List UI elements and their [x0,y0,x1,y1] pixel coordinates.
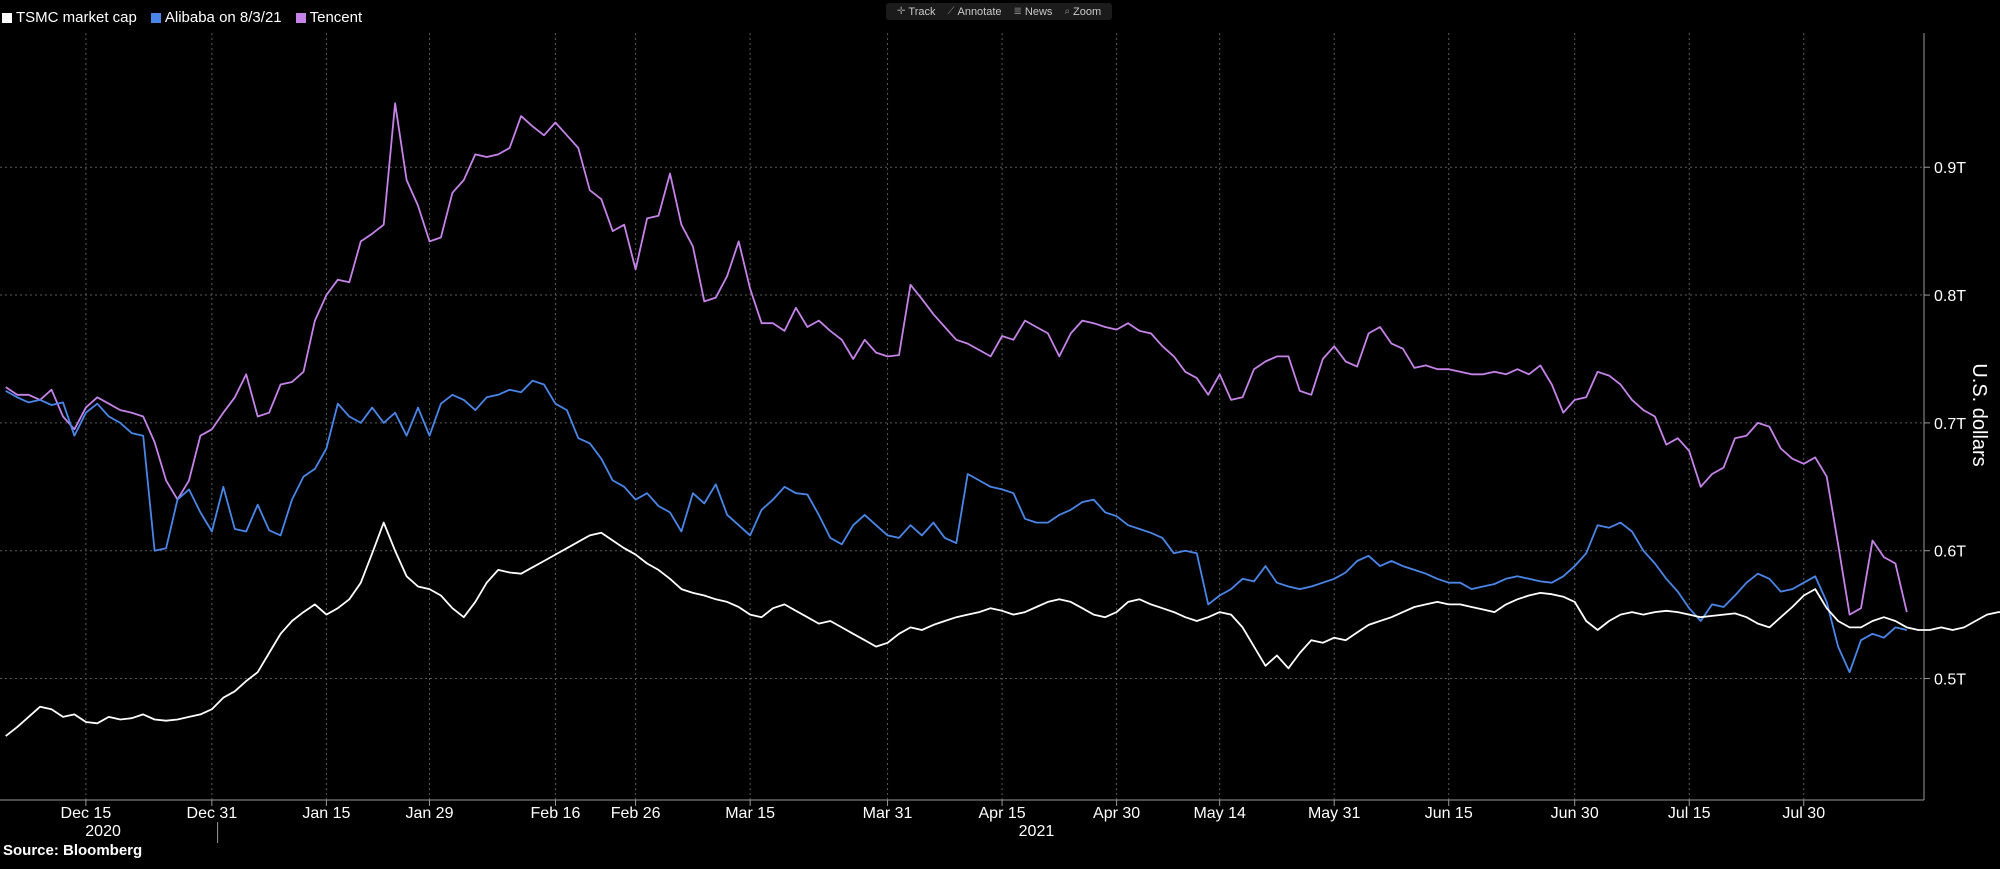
x-tick-label: May 14 [1193,805,1246,822]
legend-item-tsmc: TSMC market cap [2,9,137,26]
x-tick-label: Feb 16 [531,805,581,822]
track-button[interactable]: ✛ Track [892,6,940,18]
zoom-button[interactable]: ⌕ Zoom [1059,6,1106,18]
x-tick-label: Mar 15 [725,805,775,822]
x-tick-label: Feb 26 [611,805,661,822]
legend-item-tencent: Tencent [295,9,363,26]
series-line-alibaba-on-8-3-21 [5,379,1908,674]
x-tick-label: Jan 15 [302,805,350,822]
legend-swatch-tencent [295,12,306,23]
x-tick-label: Jun 30 [1551,805,1599,822]
y-axis-label: U.S. dollars [1968,363,1990,466]
y-tick-label: 0.8T [1934,288,1966,305]
news-icon: ≣ [1013,6,1022,17]
x-tick-label: Apr 30 [1093,805,1140,822]
chart-toolbar: ✛ Track ⟋ Annotate ≣ News ⌕ Zoom [886,3,1113,20]
x-tick-label: May 31 [1308,805,1361,822]
y-tick-label: 0.5T [1934,672,1966,689]
axis-ticks: 0.5T 0.6T 0.7T 0.8T 0.9T Dec 15 Dec 31 Jan 15 Ja… [61,160,1966,843]
legend-label-tsmc: TSMC market cap [16,9,137,26]
series-line-tencent [5,102,1908,616]
legend-swatch-tsmc [2,12,12,23]
year-label: 2020 [85,823,121,840]
x-tick-label: Jun 15 [1425,805,1473,822]
y-tick-label: 0.7T [1934,416,1966,433]
x-tick-label: Dec 31 [187,805,238,822]
x-tick-label: Mar 31 [863,805,913,822]
series-lines [5,102,2000,737]
legend: TSMC market cap Alibaba on 8/3/21 Tencen… [2,9,362,26]
gridlines [0,33,1924,800]
x-tick-label: Apr 15 [979,805,1026,822]
y-tick-label: 0.6T [1934,544,1966,561]
annotate-label: Annotate [957,5,1002,18]
zoom-label: Zoom [1073,5,1102,18]
x-tick-label: Jul 30 [1782,805,1825,822]
x-tick-label: Dec 15 [61,805,112,822]
magnifier-icon: ⌕ [1064,6,1071,17]
legend-label-tencent: Tencent [309,9,363,26]
series-line-tsmc-market-cap [5,521,2000,737]
x-tick-label: Jul 15 [1668,805,1711,822]
legend-swatch-alibaba [150,12,161,23]
pencil-icon: ⟋ [947,6,955,17]
legend-item-alibaba: Alibaba on 8/3/21 [150,9,282,26]
y-tick-label: 0.9T [1934,160,1966,177]
year-label: 2021 [1019,823,1055,840]
crosshair-icon: ✛ [897,6,906,17]
legend-label-alibaba: Alibaba on 8/3/21 [164,9,282,26]
x-tick-label: Jan 29 [405,805,453,822]
annotate-button[interactable]: ⟋ Annotate [942,6,1006,18]
news-button[interactable]: ≣ News [1009,6,1058,18]
source-note: Source: Bloomberg [3,842,143,859]
track-label: Track [908,5,936,18]
news-label: News [1024,5,1053,18]
